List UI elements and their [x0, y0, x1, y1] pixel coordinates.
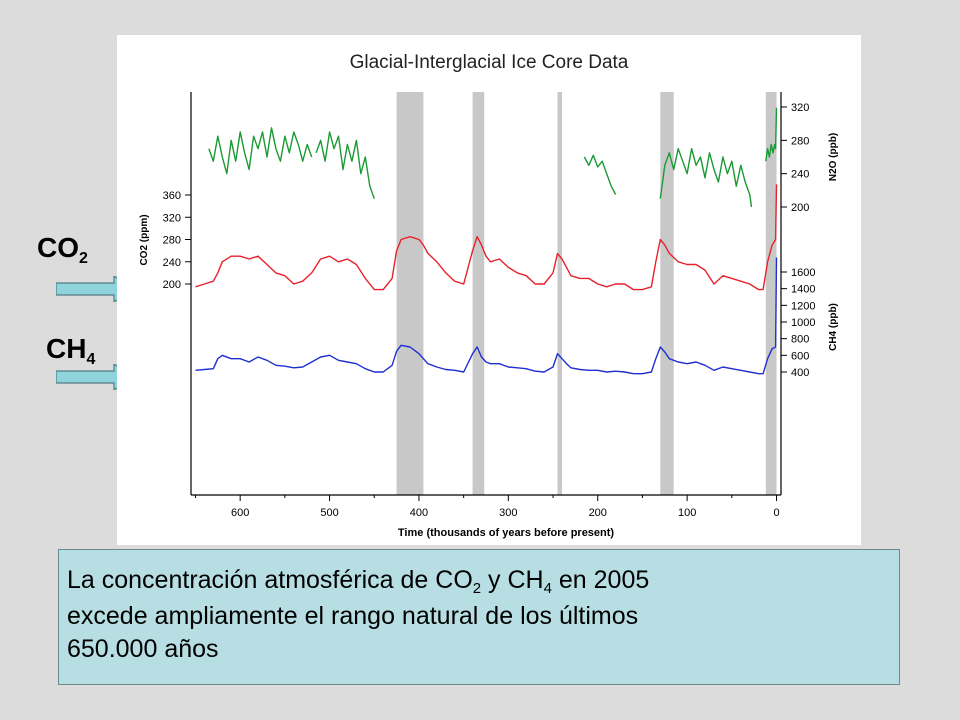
- caption-sub-2: 4: [543, 580, 552, 597]
- chart-title: Glacial-Interglacial Ice Core Data: [350, 52, 629, 73]
- co2-tick-label-2: 280: [163, 235, 181, 247]
- co2-side-label: CO2: [37, 232, 88, 267]
- x-tick-label-6: 0: [773, 507, 779, 519]
- ch4-axis-label: CH4 (ppb): [828, 303, 839, 351]
- ch4-tick-label-2: 800: [791, 334, 809, 346]
- n2o-tick-label-2: 280: [791, 135, 809, 147]
- caption-line-2: excede ampliamente el rango natural de l…: [67, 602, 639, 630]
- interglacial-band-2: [557, 92, 562, 495]
- x-tick-label-2: 400: [410, 507, 428, 519]
- ch4-tick-label-1: 600: [791, 350, 809, 362]
- ch4-tick-label-3: 1000: [791, 317, 815, 329]
- ch4-side-label: CH4: [46, 333, 96, 368]
- ch4-tick-label-6: 1600: [791, 267, 815, 279]
- co2-series-line: [195, 184, 778, 291]
- x-tick-label-1: 500: [320, 507, 338, 519]
- x-tick-label-3: 300: [499, 507, 517, 519]
- caption-box: La concentración atmosférica de CO2 y CH…: [58, 549, 900, 685]
- caption-text-2: y CH: [481, 566, 544, 594]
- n2o-axis-label: N2O (ppb): [828, 133, 839, 181]
- x-tick-label-5: 100: [678, 507, 696, 519]
- co2-tick-label-3: 320: [163, 212, 181, 224]
- ch4-tick-label-5: 1400: [791, 284, 815, 296]
- ice-core-chart: Glacial-Interglacial Ice Core Data 600 500…: [139, 52, 839, 539]
- interglacial-band-3: [660, 92, 674, 495]
- caption-text-3: en 2005: [551, 566, 650, 594]
- ch4-side-label-main: CH: [46, 333, 87, 364]
- interglacial-band-0: [396, 92, 424, 495]
- co2-side-label-main: CO: [37, 232, 79, 263]
- caption-line-3: 650.000 años: [67, 635, 219, 663]
- caption-line-1: La concentración atmosférica de CO2 y CH…: [67, 564, 891, 600]
- caption-sub-1: 2: [472, 580, 482, 597]
- co2-tick-label-0: 200: [163, 279, 181, 291]
- co2-tick-label-1: 240: [163, 257, 181, 269]
- co2-tick-label-4: 360: [163, 190, 181, 202]
- n2o-series-line-segment-3: [659, 148, 753, 208]
- x-tick-label-0: 600: [231, 507, 249, 519]
- n2o-tick-label-1: 240: [791, 169, 809, 181]
- ch4-tick-label-4: 1200: [791, 300, 815, 312]
- caption-text-1: La concentración atmosférica de CO: [67, 566, 473, 594]
- n2o-tick-label-0: 200: [791, 202, 809, 214]
- x-axis-label: Time (thousands of years before present): [398, 527, 615, 539]
- chart-panel: Glacial-Interglacial Ice Core Data 600 500…: [117, 35, 861, 545]
- co2-axis-label: CO2 (ppm): [139, 214, 150, 265]
- x-tick-label-4: 200: [589, 507, 607, 519]
- n2o-tick-label-3: 320: [791, 102, 809, 114]
- interglacial-band-4: [765, 92, 777, 495]
- n2o-series-line-segment-1: [315, 131, 375, 199]
- ch4-tick-label-0: 400: [791, 367, 809, 379]
- n2o-series-line-segment-2: [583, 154, 617, 195]
- n2o-series-line-segment-4: [765, 107, 778, 162]
- ch4-side-label-sub: 4: [86, 351, 96, 368]
- co2-side-label-sub: 2: [79, 250, 88, 267]
- interglacial-band-1: [472, 92, 485, 495]
- ch4-series-line: [195, 257, 778, 375]
- n2o-series-line-segment-0: [208, 127, 313, 175]
